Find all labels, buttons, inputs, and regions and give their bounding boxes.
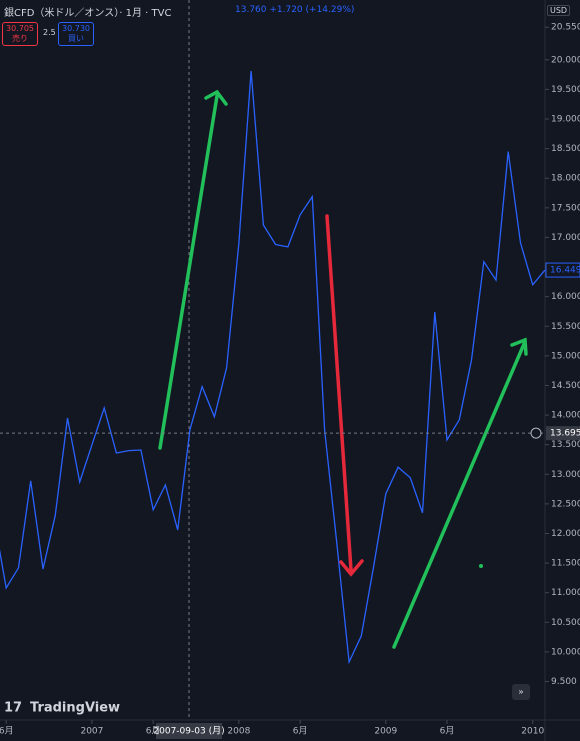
y-tick-label: 17.500 xyxy=(551,203,580,213)
y-tick-label: 15.000 xyxy=(551,351,580,361)
symbol-title: 銀CFD（米ドル／オンス）· 1月 · TVC xyxy=(4,8,172,19)
y-tick-label: 9.500 xyxy=(551,677,577,687)
y-tick-label: 16.000 xyxy=(551,292,580,302)
y-tick-label: 14.500 xyxy=(551,381,580,391)
buy-price: 30.730 xyxy=(62,24,90,33)
scroll-button[interactable] xyxy=(512,684,530,700)
arrow-head xyxy=(510,337,528,356)
price-line xyxy=(0,71,546,665)
y-tick-label: 19.500 xyxy=(551,85,580,95)
arrow-up xyxy=(158,94,219,450)
y-tick-label: 15.500 xyxy=(551,322,580,332)
y-tick-label: 18.000 xyxy=(551,174,580,184)
sell-label: 売り xyxy=(12,34,28,43)
y-tick-label: 17.000 xyxy=(551,233,580,243)
y-tick-label: 13.000 xyxy=(551,470,580,480)
y-tick-label: 11.500 xyxy=(551,559,580,569)
crosshair-date: 2007-09-03 (月) xyxy=(153,726,224,737)
x-tick-label: 6月 xyxy=(146,726,161,737)
crosshair-date-badge xyxy=(156,723,222,739)
quote: 13.760 +1.720 (+14.29%) xyxy=(235,5,355,15)
annotations xyxy=(158,89,528,649)
y-tick-label: 10.000 xyxy=(551,647,580,657)
spread: 2.5 xyxy=(43,28,56,37)
x-tick-label: 2008 xyxy=(227,727,250,737)
y-tick-label: 13.500 xyxy=(551,440,580,450)
x-tick-label: 6月 xyxy=(0,726,14,737)
arrow-head xyxy=(204,89,228,106)
sell-button[interactable]: 30.705 売り xyxy=(2,22,38,46)
logo: TradingView xyxy=(30,701,120,716)
x-tick-label: 6月 xyxy=(293,726,308,737)
arrow-head xyxy=(339,559,364,577)
buy-button[interactable]: 30.730 買い xyxy=(58,22,94,46)
logo-mark: 17 xyxy=(4,701,22,716)
y-tick-label: 18.500 xyxy=(551,144,580,154)
scroll-icon[interactable]: » xyxy=(518,688,524,698)
y-tick-label: 20.550 xyxy=(551,23,580,33)
crosshair-price: 13.695 xyxy=(550,429,580,439)
last-price-badge xyxy=(545,262,580,278)
y-tick-label: 12.500 xyxy=(551,499,580,509)
currency[interactable]: USD xyxy=(547,5,571,16)
last-price: 16.449 xyxy=(550,266,580,276)
x-tick-label: 2007 xyxy=(80,727,103,737)
crosshair-price-badge xyxy=(546,426,580,441)
y-tick-label: 12.000 xyxy=(551,529,580,539)
arrow-up xyxy=(392,342,526,649)
marker-dot xyxy=(479,564,483,568)
y-tick-label: 11.000 xyxy=(551,588,580,598)
sell-price: 30.705 xyxy=(6,24,34,33)
x-tick-label: 2010 xyxy=(521,727,544,737)
y-tick-label: 10.500 xyxy=(551,618,580,628)
y-tick-label: 14.000 xyxy=(551,411,580,421)
crosshair-plus xyxy=(530,427,542,439)
y-tick-label: 19.000 xyxy=(551,115,580,125)
y-tick-label: 20.000 xyxy=(551,55,580,65)
arrow-down xyxy=(325,214,353,572)
x-tick-label: 6月 xyxy=(440,726,455,737)
x-tick-label: 2009 xyxy=(374,727,397,737)
buy-label: 買い xyxy=(68,34,84,43)
